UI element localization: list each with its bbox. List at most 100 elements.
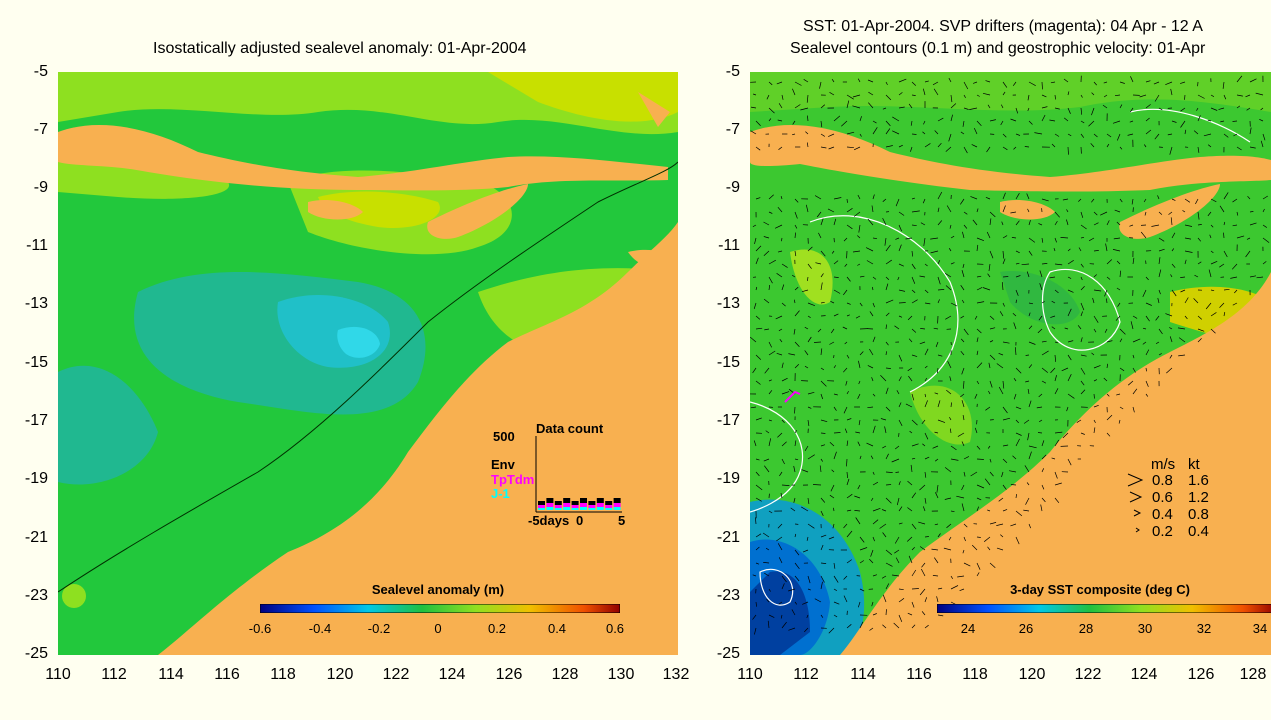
velocity-arrow <box>755 286 758 291</box>
velocity-arrow <box>885 81 888 86</box>
velocity-arrow <box>1116 260 1121 265</box>
velocity-arrow <box>1197 224 1202 226</box>
velocity-arrow <box>846 94 854 100</box>
velocity-arrow <box>1102 104 1108 109</box>
velocity-arrow <box>1236 235 1245 239</box>
velocity-arrow <box>963 81 969 90</box>
velocity-arrow <box>1080 432 1085 435</box>
velocity-arrow <box>898 244 902 252</box>
velocity-arrow <box>807 315 811 318</box>
velocity-arrow <box>768 211 773 214</box>
velocity-arrow <box>1067 107 1071 114</box>
velocity-arrow <box>1260 107 1264 111</box>
velocity-arrow <box>1000 120 1004 126</box>
velocity-arrow <box>1119 328 1126 335</box>
data-count-title: Data count <box>536 421 604 436</box>
velocity-arrow <box>898 78 907 83</box>
velocity-arrow <box>1197 328 1205 332</box>
velocity-arrow <box>857 235 861 239</box>
velocity-arrow <box>774 224 783 229</box>
velocity-arrow <box>781 621 787 629</box>
velocity-arrow <box>1002 192 1006 200</box>
velocity-arrow <box>830 484 835 492</box>
velocity-arrow <box>885 283 889 291</box>
velocity-arrow <box>976 328 982 334</box>
velocity-arrow <box>1171 232 1176 239</box>
velocity-arrow <box>1114 209 1121 213</box>
velocity-arrow <box>1184 250 1193 253</box>
velocity-arrow <box>859 547 868 551</box>
left-xtick: 122 <box>382 666 410 683</box>
velocity-arrow <box>950 445 957 451</box>
velocity-arrow <box>1093 222 1099 226</box>
data-count-max: 500 <box>493 429 515 444</box>
velocity-arrow <box>1132 354 1135 359</box>
velocity-arrow <box>1114 94 1121 97</box>
velocity-arrow <box>1115 315 1121 321</box>
velocity-arrow <box>1002 146 1008 151</box>
velocity-arrow <box>911 588 919 590</box>
velocity-arrow <box>1067 289 1074 293</box>
velocity-arrow <box>937 614 944 617</box>
velocity-arrow <box>794 81 802 86</box>
velocity-arrow <box>859 588 865 592</box>
velocity-arrow <box>1236 94 1243 97</box>
velocity-arrow <box>1091 92 1095 96</box>
velocity-arrow <box>1041 94 1047 98</box>
right-colorbar-tick: 32 <box>1196 621 1212 636</box>
velocity-arrow <box>920 328 926 330</box>
velocity-arrow <box>1041 237 1044 243</box>
speed-legend-kt: 0.4 <box>1188 523 1209 540</box>
velocity-arrow <box>1002 81 1008 88</box>
velocity-arrow <box>794 224 798 229</box>
velocity-arrow <box>871 601 874 607</box>
velocity-arrow <box>1177 327 1186 330</box>
velocity-arrow <box>763 562 770 564</box>
velocity-arrow <box>859 275 865 278</box>
velocity-arrow <box>1024 146 1030 148</box>
right-xtick: 114 <box>850 666 876 683</box>
velocity-arrow <box>962 120 965 127</box>
data-count-bar <box>580 503 587 507</box>
velocity-arrow <box>776 273 783 278</box>
velocity-arrow <box>894 536 900 544</box>
velocity-arrow <box>1015 107 1019 114</box>
velocity-arrow <box>871 205 874 213</box>
velocity-arrow <box>1080 236 1085 239</box>
velocity-arrow <box>987 546 991 551</box>
velocity-arrow <box>908 555 913 564</box>
velocity-arrow <box>768 350 776 356</box>
velocity-arrow <box>857 263 861 266</box>
velocity-arrow <box>885 244 891 252</box>
velocity-arrow <box>976 562 981 570</box>
velocity-arrow <box>1223 232 1225 239</box>
velocity-arrow <box>946 389 952 395</box>
data-count-bar <box>605 508 613 510</box>
velocity-arrow <box>1049 276 1056 279</box>
velocity-arrow <box>1041 263 1048 265</box>
velocity-arrow <box>788 627 796 631</box>
velocity-arrow <box>1009 470 1017 473</box>
velocity-arrow <box>1210 260 1218 265</box>
velocity-arrow <box>963 211 968 215</box>
velocity-arrow <box>909 430 913 434</box>
velocity-arrow <box>1067 276 1072 279</box>
velocity-arrow <box>1077 325 1082 330</box>
velocity-arrow <box>961 367 965 375</box>
velocity-arrow <box>1106 432 1111 437</box>
velocity-arrow <box>1130 321 1134 330</box>
velocity-arrow <box>1157 297 1160 304</box>
velocity-arrow <box>807 302 816 307</box>
velocity-arrow <box>937 142 942 148</box>
velocity-arrow <box>963 224 968 229</box>
velocity-arrow <box>1256 276 1264 279</box>
velocity-arrow <box>1197 338 1202 343</box>
velocity-arrow <box>1067 393 1075 399</box>
velocity-arrow <box>1197 115 1201 122</box>
velocity-arrow <box>869 348 874 356</box>
velocity-arrow <box>1015 289 1019 296</box>
speed-legend-kt: 1.6 <box>1188 472 1209 489</box>
velocity-arrow <box>963 536 966 542</box>
velocity-arrow <box>1063 78 1069 83</box>
velocity-arrow <box>1001 221 1004 226</box>
